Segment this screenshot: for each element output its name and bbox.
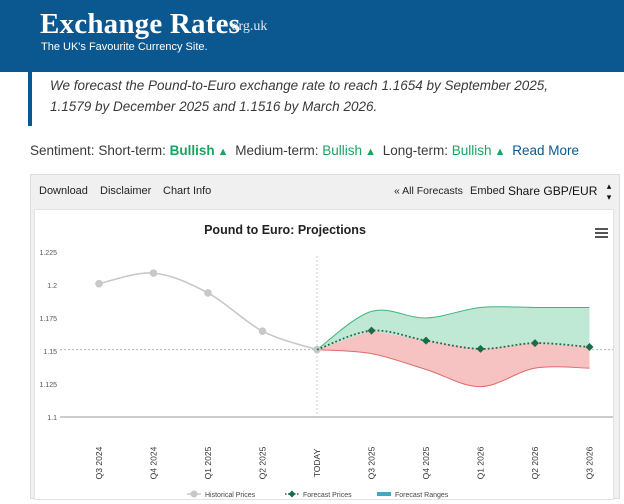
legend-forecast-marker [288, 490, 296, 498]
x-tick-label: Q2 2026 [530, 446, 540, 479]
x-tick-label: Q3 2024 [94, 446, 104, 479]
chevron-updown-icon: ▴ ▾ [606, 181, 612, 202]
site-header: Exchange Rates .org.uk The UK's Favourit… [0, 0, 624, 72]
sentiment-bar: Sentiment: Short-term: Bullish ▲ Medium-t… [30, 143, 579, 158]
x-tick-label: Q1 2025 [203, 446, 213, 479]
y-tick-label: 1.15 [43, 349, 57, 356]
x-tick-label: Q3 2025 [367, 446, 377, 479]
forecast-point[interactable] [367, 326, 376, 335]
download-button[interactable]: Download [39, 185, 88, 197]
forecast-line [316, 329, 590, 351]
long-term-value: Bullish [451, 143, 492, 158]
forecast-range-upper-area [317, 306, 590, 350]
forecast-point[interactable] [585, 343, 594, 352]
x-tick-label: Q1 2026 [476, 446, 486, 479]
legend-range-swatch [377, 492, 391, 496]
long-term-up-icon: ▲ [494, 146, 506, 158]
medium-term-label: Medium-term: [235, 143, 319, 158]
forecast-blockquote: We forecast the Pound-to-Euro exchange r… [28, 72, 588, 126]
forecast-point[interactable] [531, 339, 539, 348]
x-tick-label: Q4 2025 [421, 446, 431, 479]
y-tick-label: 1.125 [39, 382, 57, 389]
site-logo-tld: .org.uk [228, 19, 268, 34]
legend-item-label[interactable]: Forecast Ranges [395, 492, 449, 499]
y-tick-label: 1.225 [39, 250, 57, 257]
chart-toolbar: Download Disclaimer Chart Info « All For… [31, 175, 619, 207]
all-forecasts-link[interactable]: « All Forecasts [394, 185, 463, 197]
x-tick-label: Q3 2026 [585, 446, 595, 479]
short-term-label: Short-term: [98, 143, 166, 158]
historical-point[interactable] [149, 269, 158, 277]
chart-title: Pound to Euro: Projections [204, 223, 366, 237]
medium-term-up-icon: ▲ [365, 146, 376, 158]
legend-historical-marker [190, 490, 198, 498]
forecast-range-lower-area [317, 330, 590, 387]
medium-term-value: Bullish [322, 143, 363, 158]
short-term-up-icon: ▲ [217, 146, 229, 158]
chart-menu-icon[interactable] [595, 228, 608, 238]
site-logo[interactable]: Exchange Rates [40, 8, 241, 40]
x-tick-label: TODAY [312, 448, 322, 477]
historical-point[interactable] [95, 279, 103, 288]
legend-item-label[interactable]: Forecast Prices [303, 492, 352, 499]
currency-pair-value: GBP/EUR [543, 184, 598, 199]
historical-line [98, 272, 318, 351]
y-tick-label: 1.2 [47, 283, 57, 290]
disclaimer-button[interactable]: Disclaimer [100, 185, 152, 197]
y-tick-label: 1.1 [47, 415, 57, 422]
forecast-point[interactable] [476, 344, 485, 353]
legend-item-label[interactable]: Historical Prices [205, 492, 256, 499]
chart-area: Pound to Euro: Projections 1.225 1.2 1.175 1… [34, 209, 614, 500]
forecast-point[interactable] [422, 336, 430, 345]
forecast-quote-text: We forecast the Pound-to-Euro exchange r… [50, 78, 549, 114]
read-more-link[interactable]: Read More [512, 143, 580, 158]
forecast-range-upper-line [316, 306, 590, 351]
embed-button[interactable]: Embed [470, 185, 505, 197]
projection-chart: Pound to Euro: Projections 1.225 1.2 1.175 1… [39, 223, 613, 499]
historical-point[interactable] [258, 327, 267, 335]
long-term-label: Long-term: [382, 143, 449, 158]
x-tick-label: Q4 2024 [149, 446, 159, 479]
y-tick-label: 1.175 [39, 316, 57, 323]
chart-panel: Download Disclaimer Chart Info « All For… [30, 174, 620, 500]
currency-pair-select[interactable]: Share GBP/EUR ▴ ▾ [508, 181, 612, 202]
share-label: Share [508, 184, 541, 199]
sentiment-label: Sentiment: [30, 143, 95, 158]
historical-point[interactable] [204, 289, 212, 297]
short-term-value: Bullish [169, 143, 215, 158]
forecast-range-lower-line [316, 349, 590, 388]
x-tick-label: Q2 2025 [258, 446, 268, 479]
site-tagline: The UK's Favourite Currency Site. [41, 41, 208, 53]
chart-info-button[interactable]: Chart Info [163, 185, 212, 197]
